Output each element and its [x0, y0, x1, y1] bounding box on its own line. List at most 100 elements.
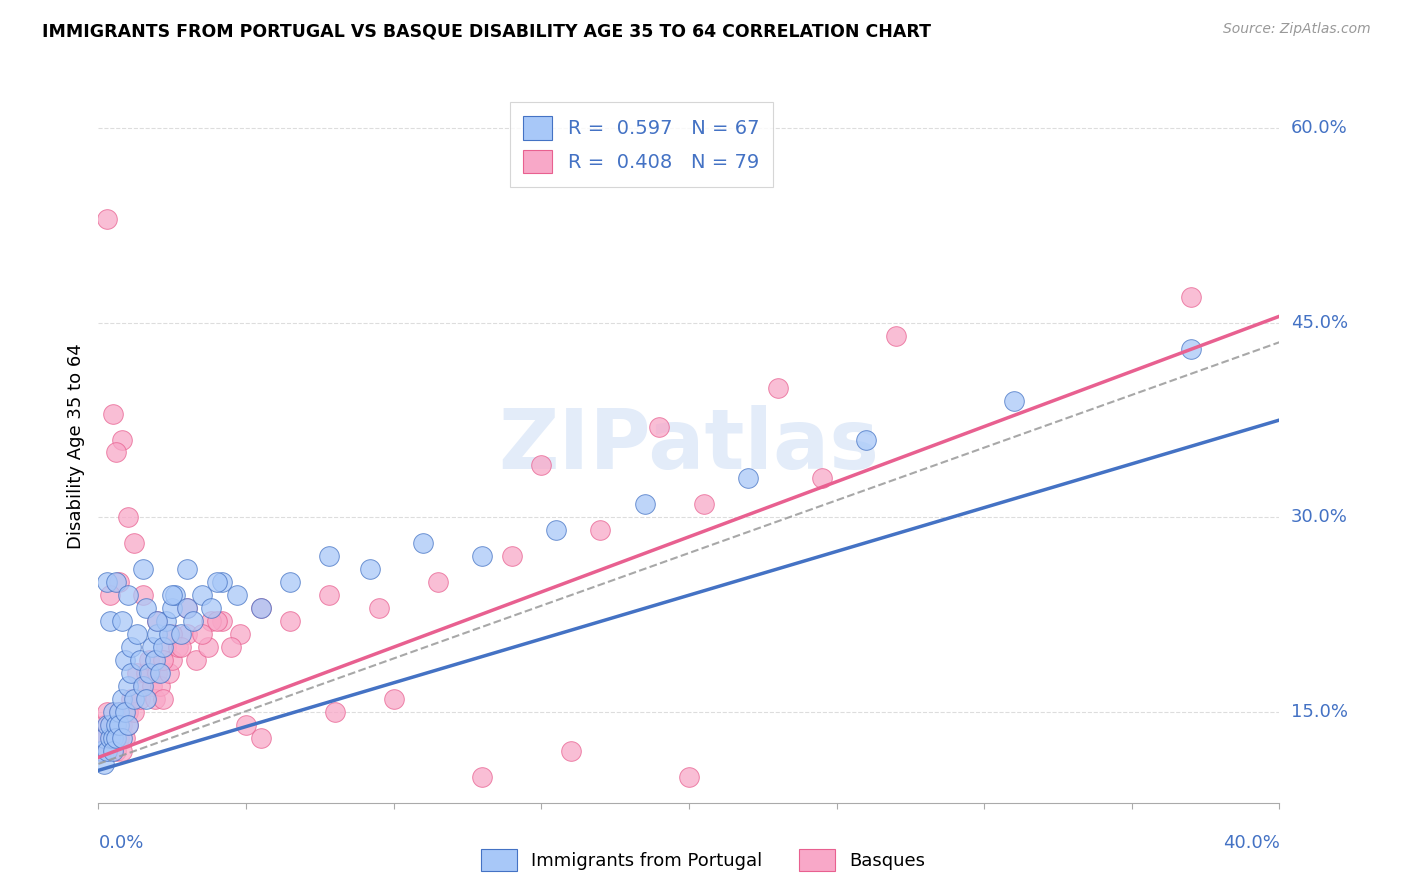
Text: 0.0%: 0.0%	[98, 834, 143, 852]
Point	[103, 731, 125, 745]
Point	[1002, 393, 1025, 408]
Point	[108, 731, 131, 745]
Point	[93, 731, 115, 745]
Point	[229, 627, 252, 641]
Point	[105, 731, 128, 745]
Point	[211, 575, 233, 590]
Text: 45.0%: 45.0%	[1291, 314, 1348, 332]
Text: Source: ZipAtlas.com: Source: ZipAtlas.com	[1223, 22, 1371, 37]
Point	[117, 588, 139, 602]
Point	[146, 627, 169, 641]
Point	[105, 445, 128, 459]
Point	[678, 770, 700, 784]
Point	[766, 381, 789, 395]
Point	[323, 705, 346, 719]
Point	[125, 666, 148, 681]
Point	[250, 731, 273, 745]
Point	[96, 575, 118, 590]
Point	[530, 458, 553, 473]
Point	[162, 653, 183, 667]
Y-axis label: Disability Age 35 to 64: Disability Age 35 to 64	[66, 343, 84, 549]
Point	[412, 536, 434, 550]
Point	[143, 692, 166, 706]
Point	[96, 211, 118, 226]
Point	[157, 627, 180, 641]
Point	[108, 575, 131, 590]
Point	[318, 549, 340, 564]
Point	[141, 679, 163, 693]
Point	[98, 614, 121, 628]
Point	[589, 524, 612, 538]
Point	[96, 744, 118, 758]
Point	[200, 601, 222, 615]
Point	[184, 653, 207, 667]
Point	[138, 666, 160, 681]
Text: 30.0%: 30.0%	[1291, 508, 1347, 526]
Point	[155, 640, 177, 654]
Point	[152, 640, 174, 654]
Point	[205, 575, 228, 590]
Point	[103, 744, 125, 758]
Point	[382, 692, 405, 706]
Point	[226, 588, 249, 602]
Point	[368, 601, 391, 615]
Point	[122, 705, 145, 719]
Point	[544, 524, 567, 538]
Point	[93, 756, 115, 771]
Point	[633, 497, 655, 511]
Point	[105, 575, 128, 590]
Point	[170, 627, 193, 641]
Point	[1180, 342, 1202, 356]
Point	[117, 718, 139, 732]
Point	[96, 718, 118, 732]
Text: 60.0%: 60.0%	[1291, 120, 1347, 137]
Text: 15.0%: 15.0%	[1291, 703, 1347, 721]
Legend: R =  0.597   N = 67, R =  0.408   N = 79: R = 0.597 N = 67, R = 0.408 N = 79	[510, 103, 773, 187]
Point	[219, 640, 242, 654]
Point	[122, 692, 145, 706]
Point	[105, 744, 128, 758]
Point	[103, 731, 125, 745]
Point	[737, 471, 759, 485]
Point	[114, 653, 136, 667]
Point	[96, 744, 118, 758]
Point	[471, 770, 494, 784]
Point	[111, 718, 134, 732]
Point	[162, 627, 183, 641]
Point	[111, 433, 134, 447]
Point	[96, 705, 118, 719]
Point	[176, 562, 198, 576]
Point	[250, 601, 273, 615]
Legend: Immigrants from Portugal, Basques: Immigrants from Portugal, Basques	[474, 842, 932, 879]
Point	[135, 666, 157, 681]
Point	[1180, 290, 1202, 304]
Point	[149, 679, 172, 693]
Point	[165, 588, 187, 602]
Point	[560, 744, 582, 758]
Point	[135, 692, 157, 706]
Point	[211, 614, 233, 628]
Point	[146, 614, 169, 628]
Point	[132, 679, 155, 693]
Point	[108, 705, 131, 719]
Point	[128, 653, 150, 667]
Point	[108, 718, 131, 732]
Point	[103, 407, 125, 421]
Point	[471, 549, 494, 564]
Point	[427, 575, 450, 590]
Point	[501, 549, 523, 564]
Point	[108, 705, 131, 719]
Point	[117, 679, 139, 693]
Point	[103, 718, 125, 732]
Point	[125, 627, 148, 641]
Point	[146, 614, 169, 628]
Point	[135, 601, 157, 615]
Point	[141, 640, 163, 654]
Point	[191, 627, 214, 641]
Text: ZIPatlas: ZIPatlas	[499, 406, 879, 486]
Point	[98, 731, 121, 745]
Point	[149, 666, 172, 681]
Point	[884, 328, 907, 343]
Point	[90, 744, 112, 758]
Point	[152, 692, 174, 706]
